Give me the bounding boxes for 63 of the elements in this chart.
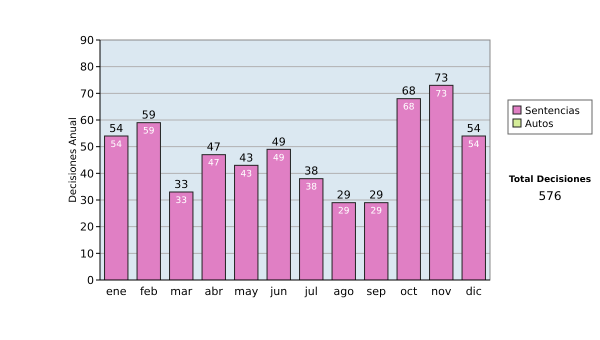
total-label: 29 [336,188,351,202]
bar [429,84,454,280]
y-tick-label: 50 [80,140,94,154]
total-label: 38 [304,164,318,178]
legend-label: Autos [525,119,554,130]
data-label: 47 [208,158,220,169]
data-label: 54 [110,140,122,150]
x-tick-label: jul [304,285,318,298]
data-label: 38 [306,182,318,193]
x-tick-label: nov [431,285,452,298]
bar [396,98,421,280]
y-tick-label: 10 [80,247,94,260]
data-label: 49 [273,153,285,164]
x-tick-label: jun [269,285,288,298]
data-label: 68 [403,102,415,113]
total-label: 54 [466,122,481,135]
total-label: 43 [239,151,254,164]
x-tick-label: feb [140,285,158,298]
bar [364,202,388,280]
x-tick-label: mar [170,285,193,298]
y-tick-label: 0 [87,274,94,287]
bar [299,178,324,280]
bar [234,164,258,280]
bar [104,136,128,280]
data-label: 33 [176,196,187,206]
y-tick-label: 90 [80,34,94,47]
x-tick-label: abr [204,285,224,298]
total-label: 47 [206,140,221,154]
x-tick-label: may [234,285,259,298]
y-tick-label: 30 [80,194,94,207]
bar [169,192,194,280]
bar [202,154,226,280]
bar [332,202,356,280]
total-label: 68 [402,84,416,98]
total-label: 59 [142,108,156,122]
x-tick-label: ene [106,285,127,298]
x-tick-label: dic [466,285,482,298]
bar [136,122,161,280]
y-tick-label: 60 [80,114,94,127]
total-label: 49 [272,135,286,148]
data-label: 29 [370,206,382,217]
legend-label: Sentencias [525,106,580,117]
data-label: 73 [436,89,447,100]
bar [266,148,291,280]
total-label: 29 [369,188,384,202]
data-label: 29 [338,206,350,217]
total-label: 33 [174,178,188,191]
text: Total Decisiones [508,175,592,185]
x-tick-label: ago [334,285,354,298]
data-label: 59 [143,126,155,137]
y-axis-title: Decisiones Anual [68,117,79,203]
y-tick-label: 20 [80,220,94,234]
text: 576 [538,189,562,203]
total-label: 73 [434,71,448,84]
bar [462,136,486,280]
x-tick-label: oct [400,285,418,298]
y-tick-label: 40 [80,167,94,180]
data-label: 43 [240,169,252,180]
data-label: 54 [468,140,480,150]
total-label: 54 [109,122,124,135]
y-tick-label: 80 [80,60,94,74]
y-tick-label: 70 [80,87,94,100]
x-tick-label: sep [366,285,386,298]
